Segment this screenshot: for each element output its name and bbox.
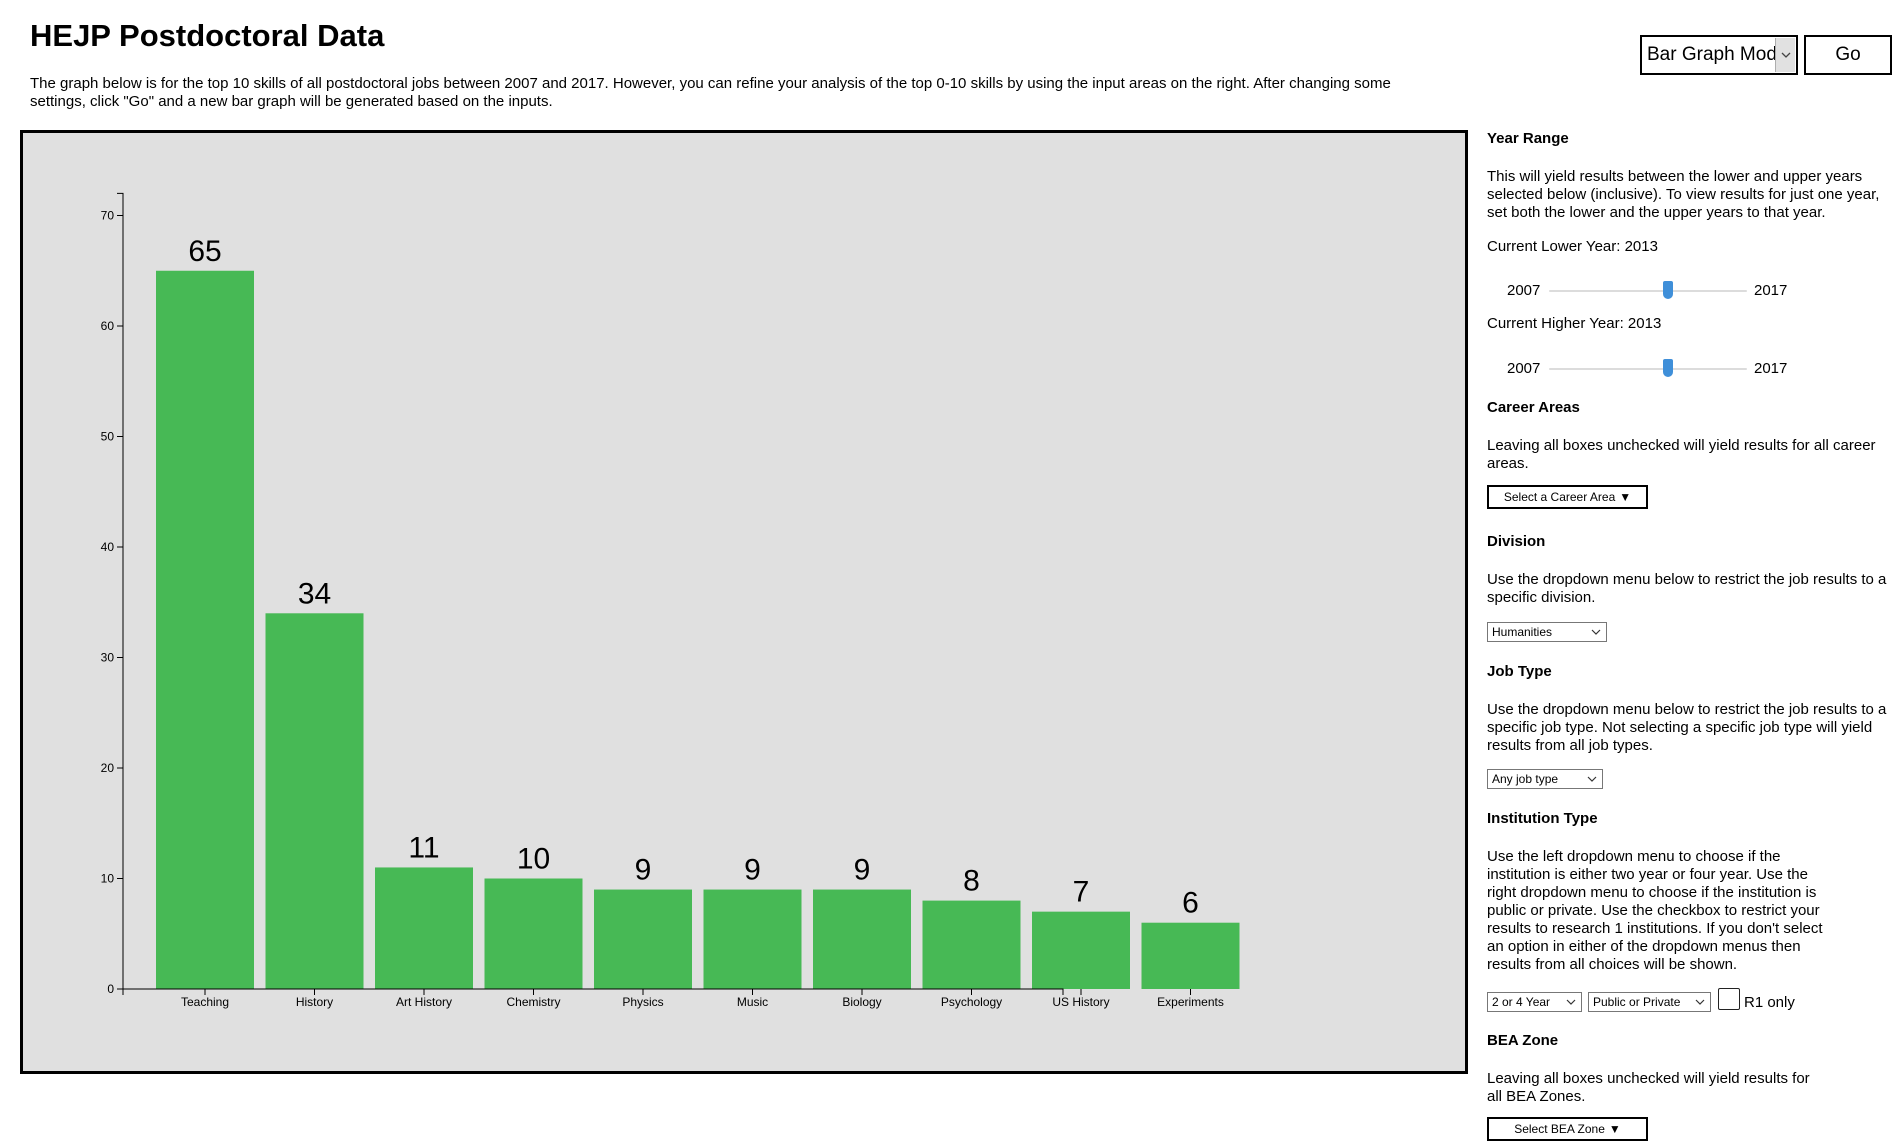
x-tick-label: Psychology: [941, 995, 1002, 1009]
x-tick-label: Music: [737, 995, 768, 1009]
bar-value-label: 11: [408, 831, 439, 864]
go-button[interactable]: Go: [1804, 35, 1892, 75]
r1-label: R1 only: [1744, 994, 1795, 1011]
division-heading: Division: [1487, 533, 1546, 550]
job-type-select[interactable]: Any job type: [1487, 769, 1603, 789]
bar-value-label: 6: [1182, 887, 1199, 920]
career-area-button-label: Select a Career Area: [1503, 490, 1616, 504]
job-type-heading: Job Type: [1487, 663, 1552, 680]
bar: [156, 270, 254, 989]
y-tick-label: 60: [101, 319, 115, 333]
mode-select-value: Bar Graph Mode: [1647, 44, 1788, 65]
bar-value-label: 9: [635, 854, 652, 887]
x-tick-label: Teaching: [181, 995, 229, 1009]
higher-year-slider[interactable]: 2007 2017: [1487, 357, 1892, 381]
bar: [703, 889, 802, 989]
slider-track[interactable]: [1549, 368, 1747, 370]
control-type-select[interactable]: Public or Private: [1588, 992, 1711, 1012]
bar-value-label: 8: [963, 865, 980, 898]
chevron-down-icon: [1566, 994, 1576, 1017]
control-type-select-value: Public or Private: [1593, 995, 1681, 1009]
career-areas-heading: Career Areas: [1487, 399, 1580, 416]
y-tick-label: 40: [101, 540, 115, 554]
institution-type-description: Use the left dropdown menu to choose if …: [1487, 848, 1823, 973]
bar: [484, 878, 583, 989]
slider-track[interactable]: [1549, 290, 1747, 292]
caret-down-icon: ▼: [1619, 490, 1632, 504]
caret-down-icon: ▼: [1608, 1122, 1621, 1136]
division-select-value: Humanities: [1492, 625, 1553, 639]
bar: [1141, 922, 1240, 989]
bar-chart: 65 Teaching 34 History 11 Art History 10 Chemis…: [101, 192, 1240, 1009]
higher-year-label: Current Higher Year: 2013: [1487, 315, 1662, 332]
y-tick-label: 20: [101, 761, 115, 775]
chevron-down-icon: [1591, 624, 1601, 647]
year-type-select-value: 2 or 4 Year: [1492, 995, 1551, 1009]
job-type-select-value: Any job type: [1492, 772, 1559, 786]
slider-min-label: 2007: [1507, 360, 1541, 377]
slider-thumb[interactable]: [1662, 281, 1673, 299]
slider-max-label: 2017: [1754, 282, 1788, 299]
bea-zone-button-label: Select BEA Zone: [1514, 1122, 1605, 1136]
chevron-down-icon: [1587, 771, 1597, 794]
bar: [813, 889, 911, 989]
x-tick-label: Biology: [842, 995, 881, 1009]
bea-zone-heading: BEA Zone: [1487, 1032, 1559, 1049]
bar: [922, 900, 1021, 989]
bar-value-label: 34: [298, 577, 331, 610]
bar: [265, 613, 364, 989]
bar-value-label: 9: [854, 854, 871, 887]
lower-year-slider[interactable]: 2007 2017: [1487, 279, 1892, 303]
y-tick-label: 50: [101, 430, 115, 444]
chevron-down-icon: [1775, 38, 1795, 72]
bar-value-label: 7: [1073, 876, 1090, 909]
x-tick-label: Art History: [396, 995, 452, 1009]
y-tick-label: 10: [101, 872, 115, 886]
r1-checkbox[interactable]: [1718, 988, 1740, 1010]
bar: [375, 867, 473, 989]
bea-zone-description: Leaving all boxes unchecked will yield r…: [1487, 1070, 1810, 1105]
slider-max-label: 2017: [1754, 360, 1788, 377]
bea-zone-dropdown-button[interactable]: Select BEA Zone ▼: [1487, 1117, 1648, 1141]
x-axis: [122, 988, 1064, 995]
page-title: HEJP Postdoctoral Data: [30, 18, 385, 53]
career-area-dropdown-button[interactable]: Select a Career Area ▼: [1487, 485, 1648, 509]
x-tick-label: US History: [1052, 995, 1109, 1009]
bar-value-label: 10: [517, 843, 550, 876]
year-range-heading: Year Range: [1487, 130, 1569, 147]
y-axis: [117, 192, 124, 990]
y-tick-label: 70: [101, 209, 115, 223]
x-tick-label: History: [296, 995, 333, 1009]
bar: [1032, 911, 1130, 989]
y-tick-label: 30: [101, 651, 115, 665]
slider-thumb[interactable]: [1662, 359, 1673, 377]
job-type-description: Use the dropdown menu below to restrict …: [1487, 701, 1887, 754]
year-range-description: This will yield results between the lowe…: [1487, 168, 1880, 221]
x-tick-label: Chemistry: [506, 995, 560, 1009]
lower-year-label: Current Lower Year: 2013: [1487, 238, 1658, 255]
intro-text: The graph below is for the top 10 skills…: [30, 75, 1391, 110]
chart-panel: 65 Teaching 34 History 11 Art History 10 Chemis…: [20, 130, 1468, 1074]
bar-value-label: 9: [744, 854, 761, 887]
year-type-select[interactable]: 2 or 4 Year: [1487, 992, 1582, 1012]
chevron-down-icon: [1695, 994, 1705, 1017]
bar-value-label: 65: [188, 235, 221, 268]
x-tick-label: Physics: [622, 995, 663, 1009]
division-select[interactable]: Humanities: [1487, 622, 1607, 642]
bar: [594, 889, 692, 989]
x-tick-label: Experiments: [1157, 995, 1224, 1009]
institution-type-heading: Institution Type: [1487, 810, 1598, 827]
mode-select[interactable]: Bar Graph Mode: [1640, 35, 1798, 75]
slider-min-label: 2007: [1507, 282, 1541, 299]
division-description: Use the dropdown menu below to restrict …: [1487, 571, 1887, 606]
career-areas-description: Leaving all boxes unchecked will yield r…: [1487, 437, 1876, 472]
y-tick-label: 0: [107, 982, 114, 996]
